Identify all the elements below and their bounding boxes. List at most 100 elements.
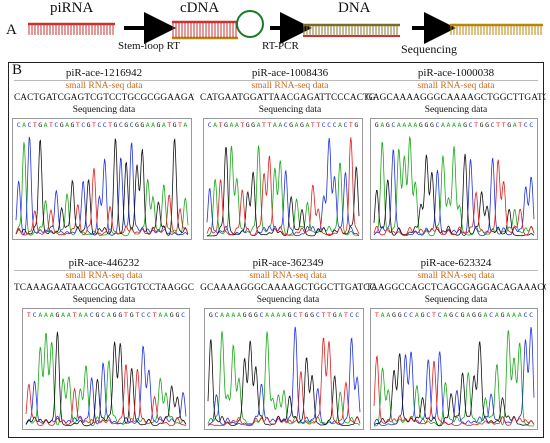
base-call-letter: A — [408, 121, 412, 129]
base-call-letter: C — [409, 311, 413, 319]
base-call-letter: A — [282, 311, 286, 319]
sequencing-data-label: Sequencing data — [72, 105, 136, 115]
base-call-letter: A — [466, 311, 470, 319]
base-call-letter: A — [213, 121, 217, 129]
base-call-letter: C — [119, 121, 123, 129]
cell-5: piR-ace-362349 small RNA-seq data GCAAAA… — [198, 256, 378, 306]
base-call-letter: A — [386, 311, 390, 319]
small-rna-label: small RNA-seq data — [65, 81, 143, 91]
base-call-letter: A — [107, 311, 111, 319]
base-call-letter: T — [240, 121, 244, 129]
base-call-letter: T — [375, 311, 379, 319]
base-call-letter: A — [458, 121, 462, 129]
base-call-letter: C — [391, 121, 395, 129]
trace-G — [207, 339, 361, 426]
base-call-letter: G — [480, 121, 484, 129]
base-call-letter: G — [248, 311, 252, 319]
cell-3: piR-ace-1000038 small RNA-seq data GAGCA… — [366, 66, 546, 116]
base-call-letter: G — [38, 121, 42, 129]
base-call-letter: A — [305, 121, 309, 129]
base-call-letter: T — [73, 311, 77, 319]
base-call-letter: T — [153, 311, 157, 319]
trace-T — [373, 354, 535, 426]
cell-title: piR-ace-623324 — [420, 257, 492, 269]
base-call-letter: G — [305, 311, 309, 319]
stem-loop-rt-label: Stem-loop RT — [118, 40, 180, 52]
base-call-letter: G — [507, 121, 511, 129]
base-call-letter: A — [78, 311, 82, 319]
base-call-letter: G — [485, 121, 489, 129]
small-rna-sequence: TAAGGCCAGCTCAGCGAGGACAGAAACC — [366, 283, 546, 293]
base-call-letter: A — [237, 311, 241, 319]
base-call-letter: C — [327, 121, 331, 129]
sequencing-data-label: Sequencing data — [256, 295, 320, 305]
base-call-letter: T — [135, 311, 139, 319]
base-call-letter: A — [295, 121, 299, 129]
base-call-letter: C — [90, 311, 94, 319]
panel-a-schematic — [28, 10, 543, 44]
base-call-letter: G — [55, 311, 59, 319]
base-call-letter: A — [338, 311, 342, 319]
base-call-letter: T — [76, 121, 80, 129]
small-rna-sequence: GAGCAAAAGGGCAAAAGCTGGCTTGATCC — [366, 93, 546, 103]
base-call-letter: C — [322, 121, 326, 129]
base-call-letter: A — [164, 311, 168, 319]
sequenced-product — [450, 23, 543, 35]
base-call-letter: G — [430, 121, 434, 129]
base-call-letter: A — [158, 311, 162, 319]
base-call-letter: A — [380, 121, 384, 129]
trace-T — [15, 168, 189, 236]
base-call-letter: T — [92, 121, 96, 129]
base-call-letter: C — [333, 121, 337, 129]
base-call-letter: G — [288, 311, 292, 319]
cell-title: piR-ace-1008436 — [251, 67, 329, 79]
base-call-letter: T — [219, 121, 223, 129]
base-call-letter: G — [375, 121, 379, 129]
base-call-letter: A — [381, 311, 385, 319]
chromatogram-frame — [22, 308, 190, 430]
chromatogram-frame — [204, 308, 364, 430]
trace-G — [207, 147, 360, 237]
base-call-letter: T — [474, 121, 478, 129]
base-call-letter: T — [178, 121, 182, 129]
base-call-letter: A — [447, 121, 451, 129]
base-call-letter: G — [60, 121, 64, 129]
base-call-letter: T — [327, 311, 331, 319]
base-call-letter: T — [267, 121, 271, 129]
chromatogram-frame — [370, 308, 538, 430]
base-call-letter: C — [101, 311, 105, 319]
trace-G — [15, 138, 189, 236]
dna-label: DNA — [338, 0, 371, 16]
base-call-letter: G — [95, 311, 99, 319]
base-call-letter: C — [523, 311, 527, 319]
trace-T — [206, 137, 360, 236]
base-call-letter: G — [113, 121, 117, 129]
base-call-letter: C — [491, 121, 495, 129]
trace-T — [373, 159, 535, 236]
base-call-letter: A — [276, 311, 280, 319]
base-call-letter: A — [495, 311, 499, 319]
base-call-letter: G — [449, 311, 453, 319]
base-call-letter: C — [81, 121, 85, 129]
base-call-letter: A — [235, 121, 239, 129]
trace-C — [25, 345, 187, 425]
base-call-letter: T — [344, 311, 348, 319]
trace-A — [373, 136, 535, 237]
cell-4: piR-ace-446232 small RNA-seq data TCAAAG… — [14, 256, 194, 306]
small-rna-label: small RNA-seq data — [249, 271, 327, 281]
base-call-letter: A — [273, 121, 277, 129]
base-call-letter: A — [265, 311, 269, 319]
base-call-letter: C — [355, 311, 359, 319]
trace-G — [373, 153, 535, 237]
small-rna-sequence: TCAAAGAATAACGCAGGTGTCCTAAGGC — [14, 283, 194, 293]
base-call-letter: C — [27, 121, 31, 129]
base-call-letter: G — [421, 311, 425, 319]
base-call-letter: C — [438, 311, 442, 319]
base-call-letter: C — [469, 121, 473, 129]
cdna-label: cDNA — [180, 0, 220, 16]
base-call-letter: G — [170, 311, 174, 319]
base-call-letter: T — [432, 311, 436, 319]
small-rna-sequence: GCAAAAGGGCAAAAGCTGGCTTGATCC — [200, 283, 376, 293]
